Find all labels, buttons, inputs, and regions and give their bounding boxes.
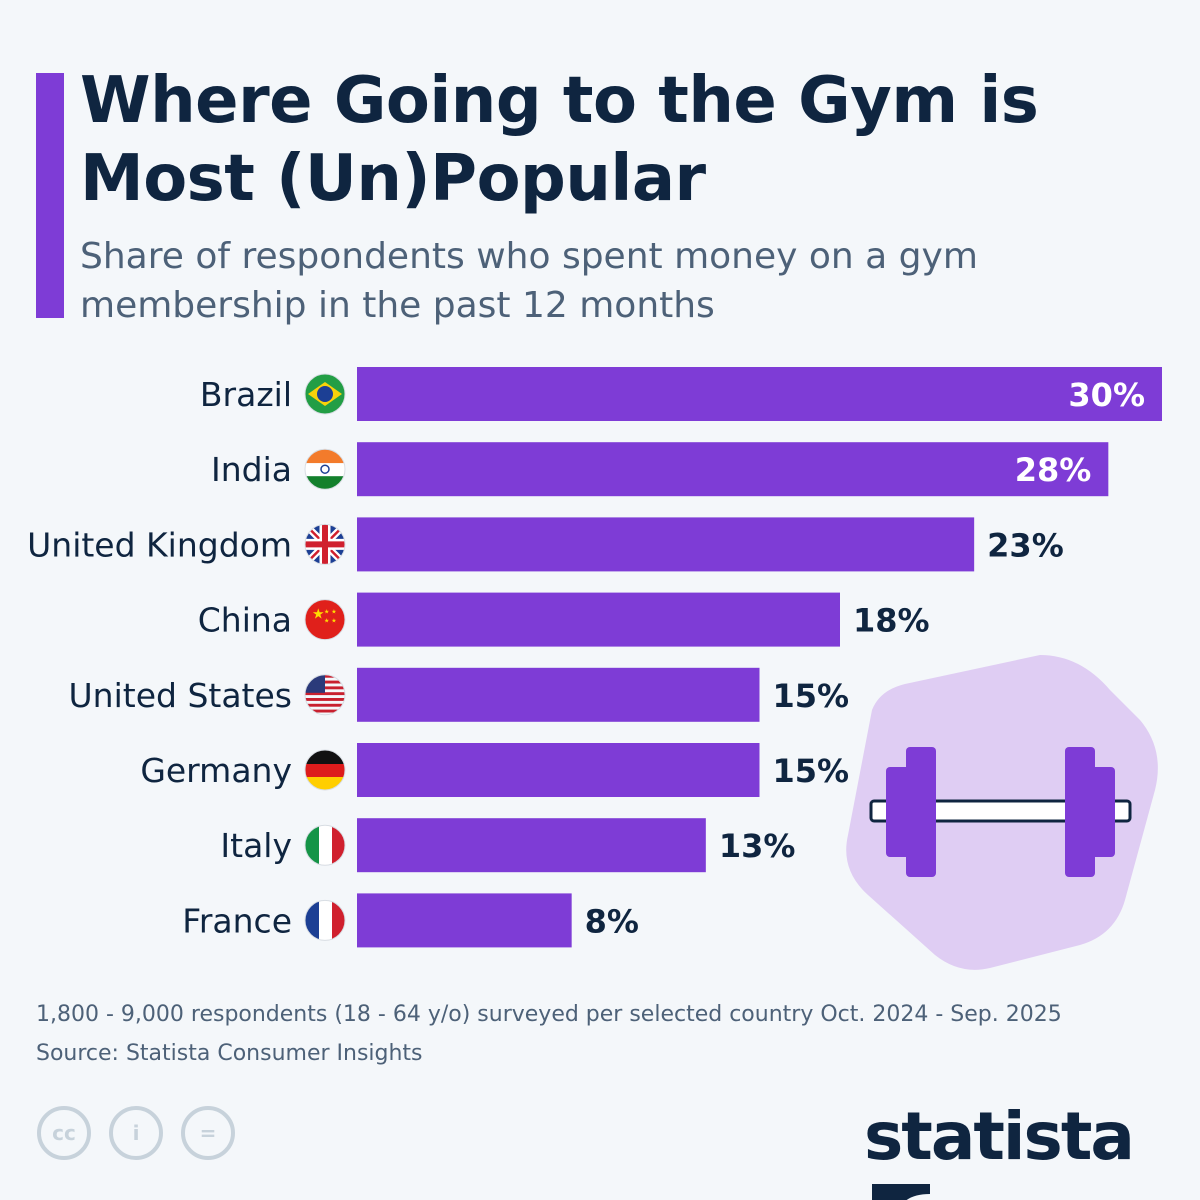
- flag-brazil-icon: [304, 373, 346, 415]
- flag-uk-icon: [304, 523, 346, 565]
- value-label: 13%: [719, 827, 796, 865]
- value-label: 15%: [773, 677, 850, 715]
- bar-united-kingdom: [357, 517, 975, 572]
- statista-logo-icon: [872, 1184, 930, 1200]
- value-label: 15%: [773, 752, 850, 790]
- source-note: Source: Statista Consumer Insights: [36, 1041, 423, 1066]
- survey-note: 1,800 - 9,000 respondents (18 - 64 y/o) …: [36, 1002, 1062, 1027]
- value-label: 23%: [987, 526, 1064, 564]
- bar-france: [357, 893, 572, 948]
- bar-brazil: [357, 367, 1162, 421]
- value-label: 18%: [853, 602, 930, 640]
- bar-united-states: [357, 667, 760, 722]
- chart-title: Where Going to the Gym is Most (Un)Popul…: [80, 64, 1039, 216]
- category-label: United States: [69, 676, 292, 715]
- no-derivatives-icon[interactable]: =: [181, 1106, 235, 1160]
- bar-germany: [357, 743, 760, 797]
- bar-italy: [357, 818, 706, 873]
- flag-italy-icon: [304, 824, 346, 866]
- svg-text:★: ★: [312, 607, 325, 623]
- flag-usa-icon: [304, 674, 346, 716]
- category-label: Brazil: [200, 375, 292, 414]
- category-label: France: [182, 901, 292, 940]
- svg-text:★ ★: ★ ★: [324, 618, 337, 625]
- value-label: 28%: [1015, 451, 1092, 489]
- flag-germany-icon: [304, 749, 346, 791]
- category-label: India: [211, 450, 292, 489]
- category-label: United Kingdom: [27, 525, 292, 564]
- dumbbell-icon: [846, 655, 1158, 970]
- flag-india-icon: [304, 448, 346, 490]
- category-label: Germany: [140, 751, 292, 790]
- cc-license-icon[interactable]: cc: [37, 1106, 91, 1160]
- accent-bar: [36, 73, 64, 318]
- value-label: 8%: [585, 902, 639, 940]
- flag-france-icon: [304, 899, 346, 941]
- bar-india: [357, 442, 1109, 497]
- logo-text: statista: [864, 1098, 1135, 1175]
- attribution-icon[interactable]: i: [109, 1106, 163, 1160]
- category-label: Italy: [220, 826, 292, 865]
- chart-subtitle: Share of respondents who spent money on …: [80, 236, 978, 326]
- statista-logo[interactable]: statista: [864, 1098, 1200, 1200]
- svg-text:★ ★: ★ ★: [324, 609, 337, 616]
- flag-china-icon: ★ ★ ★ ★ ★: [304, 599, 346, 641]
- bar-china: [357, 592, 840, 647]
- value-label: 30%: [1068, 376, 1145, 414]
- bar-chart: Brazil 30% India 28% United Kingdom 23% China ★…: [27, 367, 1162, 970]
- category-label: China: [198, 601, 292, 640]
